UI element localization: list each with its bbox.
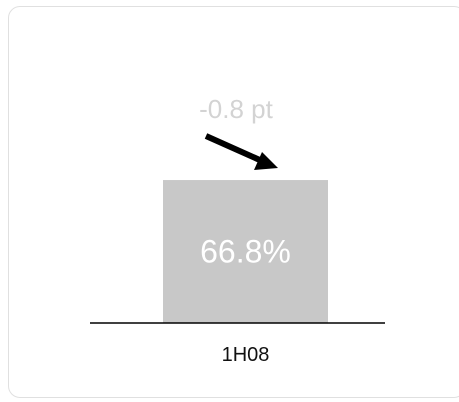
bar-1H08 bbox=[163, 180, 328, 323]
category-labels: 1H08 bbox=[222, 344, 270, 366]
bars-group: 66.8% bbox=[163, 180, 328, 323]
change-label: -0.8 pt bbox=[199, 94, 273, 124]
down-arrow-icon bbox=[204, 133, 278, 170]
bar-value-label: 66.8% bbox=[200, 234, 291, 270]
category-label: 1H08 bbox=[222, 344, 270, 366]
